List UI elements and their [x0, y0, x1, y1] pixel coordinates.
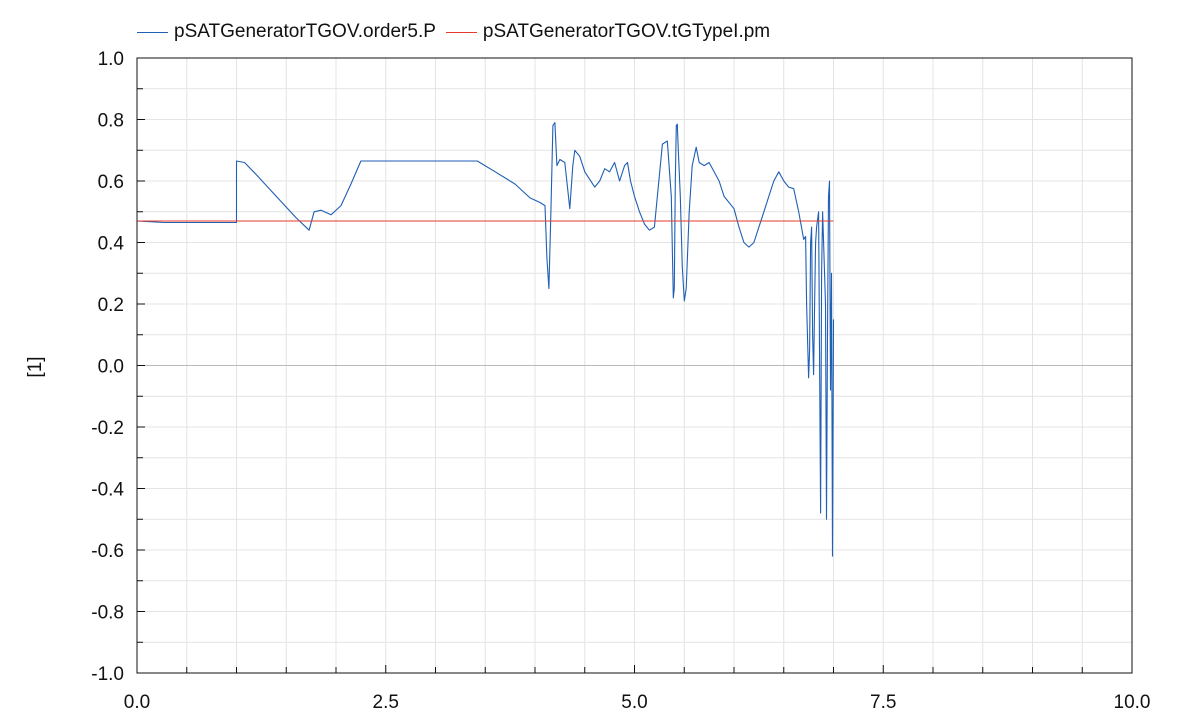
legend-label-order5-p: pSATGeneratorTGOV.order5.P	[174, 21, 436, 42]
x-tick-label: 7.5	[870, 692, 896, 713]
x-tick-label: 10.0	[1114, 692, 1151, 713]
series-layer	[136, 122, 835, 557]
y-tick-label: -1.0	[91, 664, 124, 685]
legend-swatch-blue	[137, 31, 168, 33]
y-tick-label: 0.0	[98, 357, 124, 378]
tick-labels: 0.0 2.5 5.0 7.5 10.0 1.0 0.8 0.6 0.4 0.2 0.0 -0.2 -0…	[91, 49, 1150, 713]
x-tick-label: 5.0	[621, 692, 647, 713]
y-tick-label: 0.4	[98, 234, 125, 255]
x-tick-label: 0.0	[124, 692, 150, 713]
series-line-order5-p	[136, 122, 835, 557]
y-tick-label: 0.6	[98, 172, 124, 193]
y-axis-label: [1]	[25, 356, 46, 377]
axis-ticks	[136, 57, 1133, 674]
y-tick-label: -0.6	[91, 541, 124, 562]
legend-item-order5-p[interactable]: pSATGeneratorTGOV.order5.P	[137, 21, 436, 43]
grid-lines	[137, 58, 1132, 673]
y-tick-label: 1.0	[98, 49, 124, 70]
y-tick-label: -0.8	[91, 603, 124, 624]
y-tick-label: 0.2	[98, 295, 124, 316]
y-tick-label: 0.8	[98, 111, 124, 132]
legend-swatch-red	[445, 31, 477, 33]
legend-label-tgtypei-pm: pSATGeneratorTGOV.tGTypeI.pm	[482, 21, 771, 42]
y-tick-label: -0.2	[91, 418, 124, 439]
legend: pSATGeneratorTGOV.order5.P pSATGenerator…	[137, 21, 780, 43]
x-tick-label: 2.5	[373, 692, 399, 713]
y-tick-label: -0.4	[91, 480, 124, 501]
legend-item-tgtypei-pm[interactable]: pSATGeneratorTGOV.tGTypeI.pm	[445, 21, 771, 43]
